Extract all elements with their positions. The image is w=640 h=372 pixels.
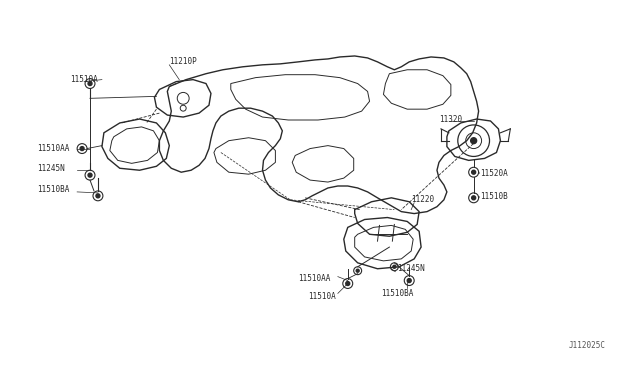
Circle shape: [472, 196, 476, 200]
Text: 11510BA: 11510BA: [38, 185, 70, 195]
Text: 11510B: 11510B: [481, 192, 508, 201]
Circle shape: [88, 81, 92, 86]
Text: 11245N: 11245N: [397, 264, 425, 273]
Text: 11210P: 11210P: [170, 57, 197, 66]
Text: 11220: 11220: [412, 195, 435, 204]
Circle shape: [80, 147, 84, 151]
Text: J112025C: J112025C: [568, 340, 605, 350]
Circle shape: [96, 194, 100, 198]
Text: 11245N: 11245N: [38, 164, 65, 173]
Circle shape: [470, 138, 477, 144]
Text: 11320: 11320: [439, 115, 462, 124]
Text: 11510A: 11510A: [308, 292, 336, 301]
Circle shape: [407, 279, 412, 283]
Text: 11510A: 11510A: [70, 75, 98, 84]
Circle shape: [393, 265, 396, 268]
Circle shape: [346, 282, 349, 285]
Text: 11510AA: 11510AA: [298, 274, 331, 283]
Text: 11510BA: 11510BA: [381, 289, 414, 298]
Circle shape: [88, 173, 92, 177]
Text: 11520A: 11520A: [481, 169, 508, 178]
Text: 11510AA: 11510AA: [38, 144, 70, 153]
Circle shape: [356, 269, 359, 272]
Circle shape: [472, 170, 476, 174]
